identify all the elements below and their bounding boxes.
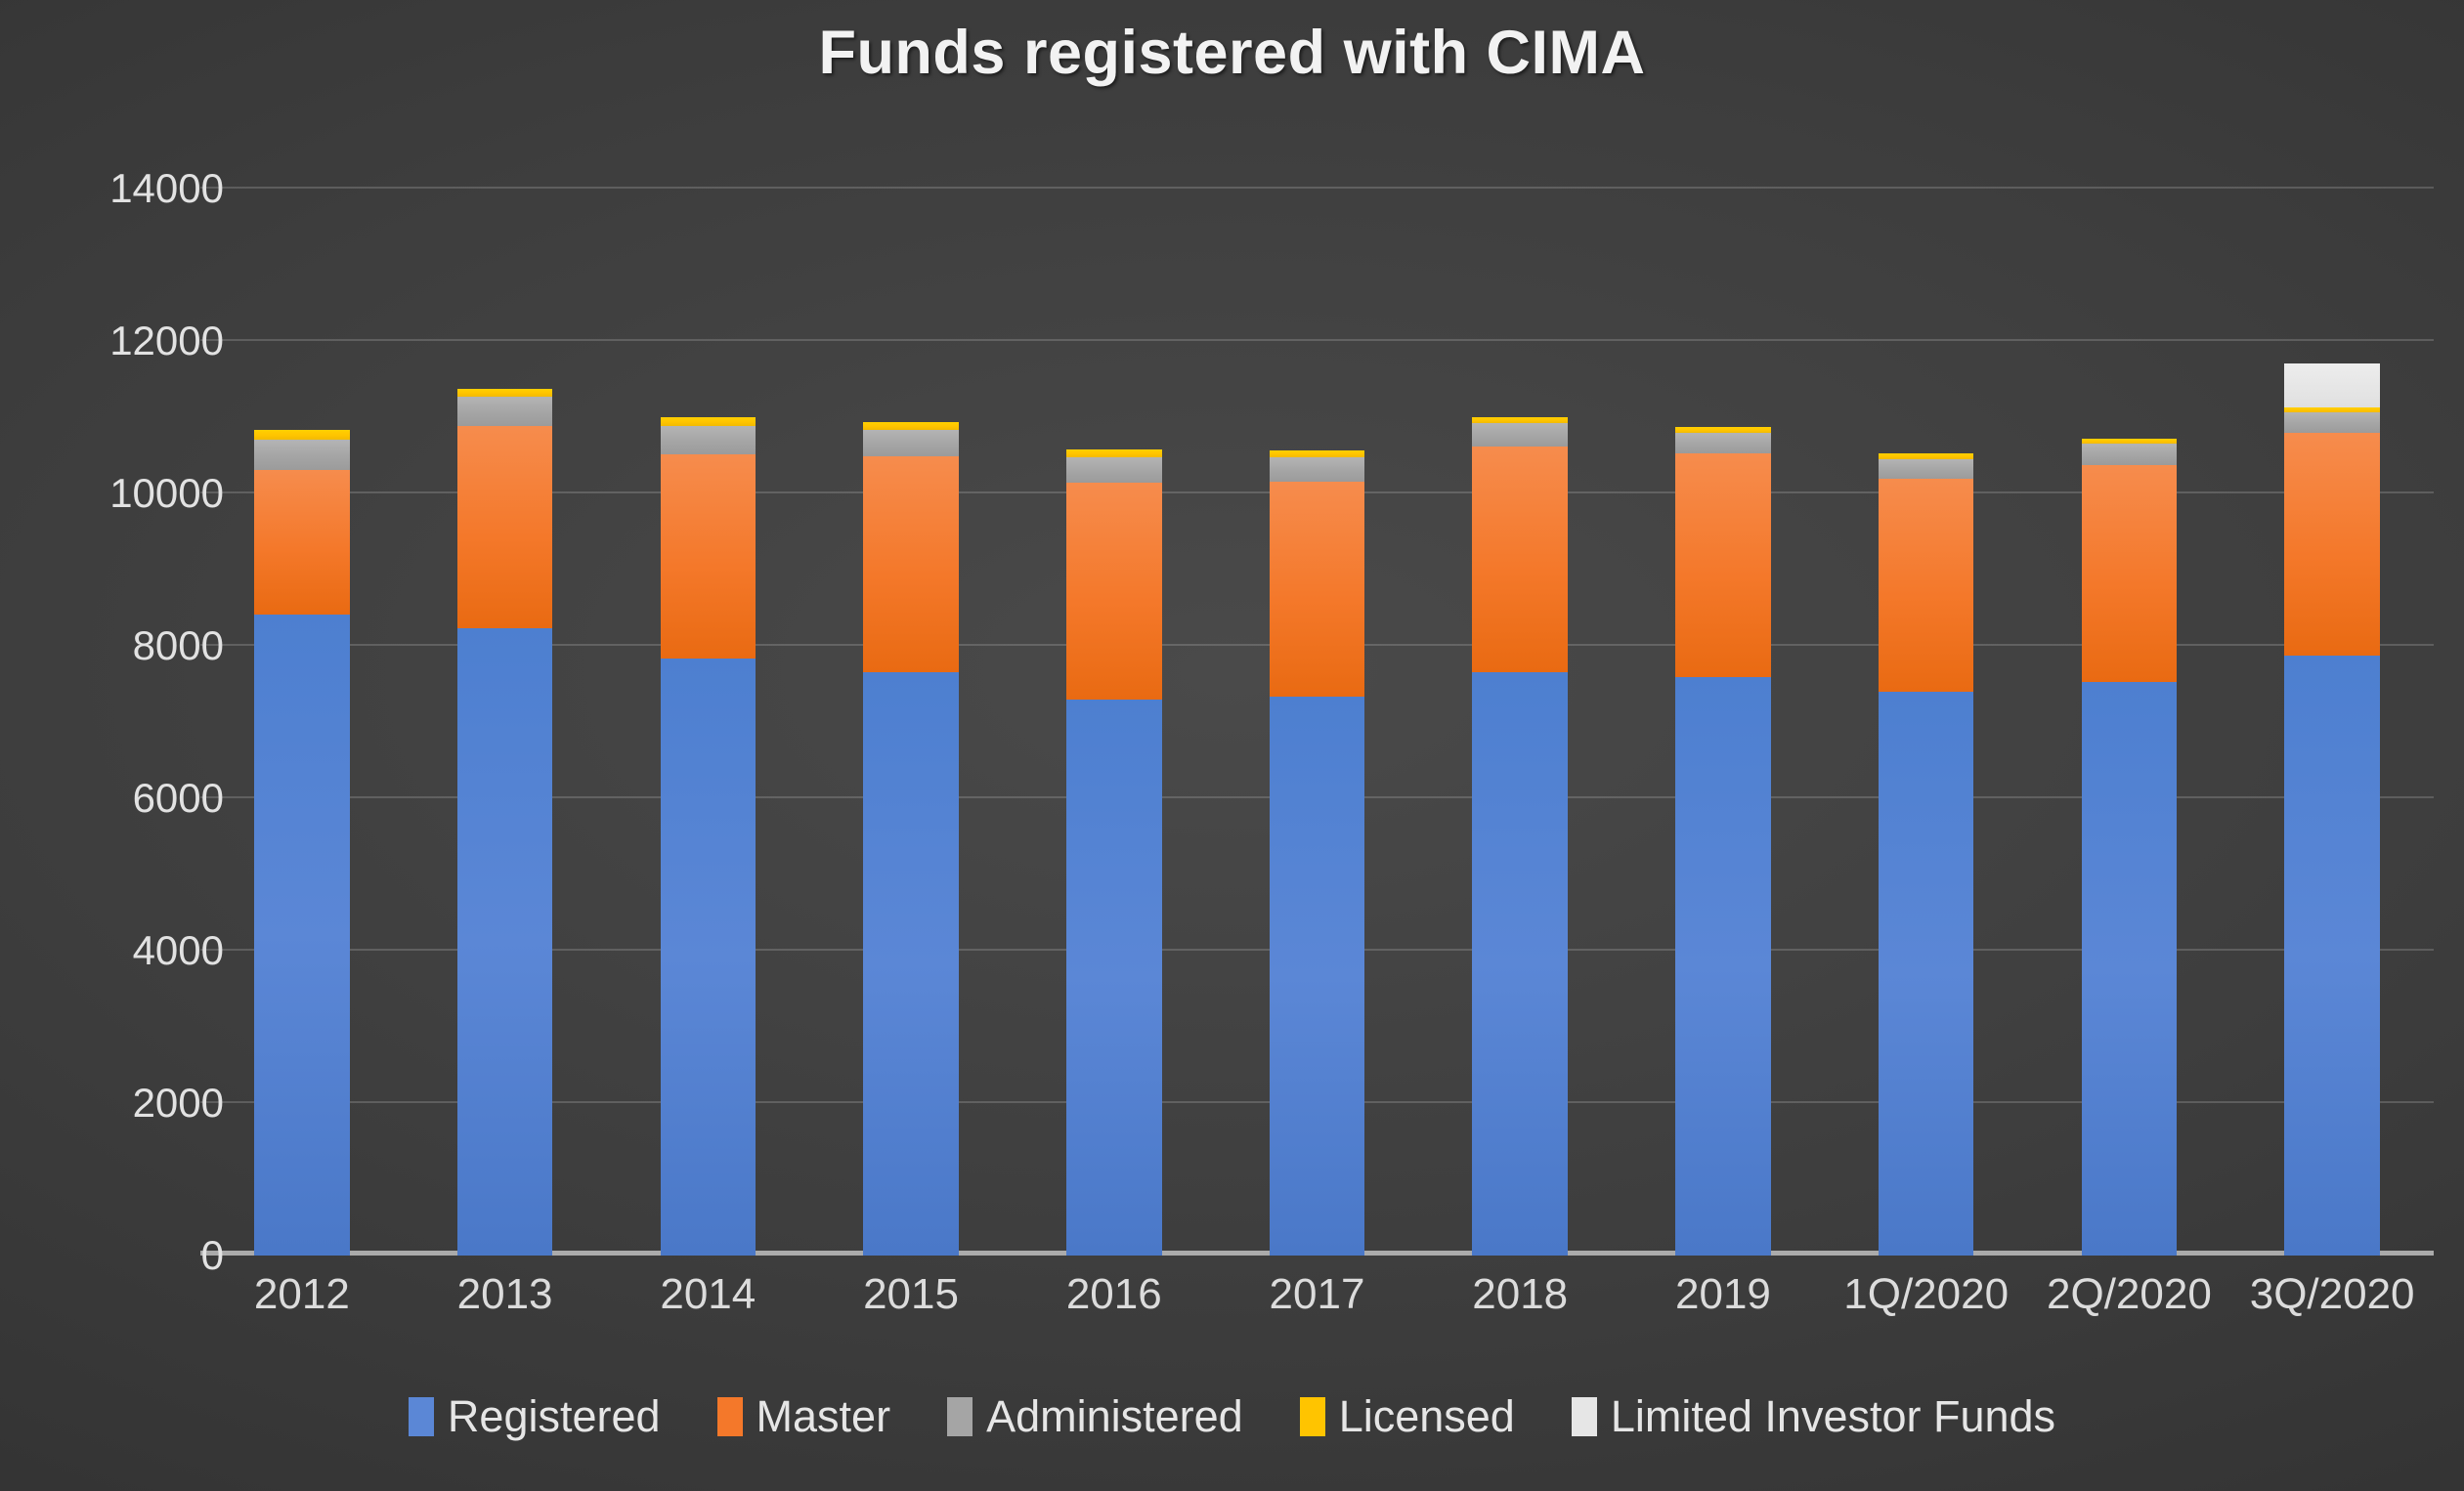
bar-segment-licensed[interactable] xyxy=(1472,417,1569,424)
bar-segment-registered[interactable] xyxy=(1675,676,1771,1256)
bar-segment-registered[interactable] xyxy=(1065,699,1162,1256)
bar-segment-master[interactable] xyxy=(2284,433,2380,657)
bar-segment-administered[interactable] xyxy=(1878,458,1974,480)
bar-segment-registered[interactable] xyxy=(456,628,553,1256)
bar-segment-administered[interactable] xyxy=(1472,423,1569,447)
y-axis-tick-label: 2000 xyxy=(132,1080,224,1126)
legend-item[interactable]: Licensed xyxy=(1299,1391,1515,1442)
plot-area xyxy=(200,187,2434,1256)
bar-segment-registered[interactable] xyxy=(2081,681,2178,1256)
bar-segment-registered[interactable] xyxy=(254,615,350,1256)
legend-label: Administered xyxy=(986,1391,1243,1441)
bar-segment-registered[interactable] xyxy=(1878,691,1974,1256)
bar-segment-licensed[interactable] xyxy=(456,389,553,397)
bar-column[interactable] xyxy=(1878,453,1974,1256)
x-axis-tick-label: 2016 xyxy=(1065,1270,1162,1318)
chart-title: Funds registered with CIMA xyxy=(818,19,1646,87)
bar-segment-master[interactable] xyxy=(1675,453,1771,677)
bar-segment-licensed[interactable] xyxy=(254,429,350,440)
bar-segment-licensed[interactable] xyxy=(2081,438,2178,445)
legend-swatch-icon xyxy=(1571,1397,1597,1436)
x-axis-tick-label: 2017 xyxy=(1269,1270,1365,1318)
bar-column[interactable] xyxy=(456,389,553,1256)
y-axis-tick-label: 10000 xyxy=(109,470,224,516)
y-axis-tick-label: 6000 xyxy=(132,775,224,821)
bar-segment-licensed[interactable] xyxy=(1675,427,1771,433)
x-axis-tick-label: 2019 xyxy=(1675,1270,1771,1318)
bar-segment-administered[interactable] xyxy=(863,430,959,456)
bar-segment-master[interactable] xyxy=(254,469,350,616)
legend-label: Registered xyxy=(447,1391,661,1441)
bars-layer xyxy=(200,189,2434,1256)
bar-segment-registered[interactable] xyxy=(1269,697,1365,1256)
bar-segment-registered[interactable] xyxy=(1472,671,1569,1256)
x-axis-tick-label: 2013 xyxy=(456,1270,553,1318)
legend-item[interactable]: Registered xyxy=(408,1391,661,1442)
legend-swatch-icon xyxy=(1299,1397,1325,1436)
x-axis-tick-label: 3Q/2020 xyxy=(2249,1270,2415,1318)
bar-segment-licensed[interactable] xyxy=(1269,449,1365,458)
gridline xyxy=(200,339,2434,341)
bar-segment-administered[interactable] xyxy=(1675,432,1771,454)
legend-swatch-icon xyxy=(408,1397,434,1436)
bar-column[interactable] xyxy=(1472,417,1569,1256)
x-axis-tick-label: 2012 xyxy=(253,1270,350,1318)
bar-segment-master[interactable] xyxy=(863,455,959,673)
bar-segment-master[interactable] xyxy=(1878,479,1974,692)
legend-label: Master xyxy=(756,1391,891,1441)
bar-segment-registered[interactable] xyxy=(863,672,959,1256)
legend-item[interactable]: Limited Investor Funds xyxy=(1571,1391,2056,1442)
legend-item[interactable]: Master xyxy=(716,1391,891,1442)
bar-segment-administered[interactable] xyxy=(254,439,350,470)
legend-swatch-icon xyxy=(947,1397,973,1436)
bar-column[interactable] xyxy=(660,417,756,1256)
bar-column[interactable] xyxy=(2081,438,2178,1256)
bar-segment-master[interactable] xyxy=(1269,481,1365,698)
bar-segment-licensed[interactable] xyxy=(863,421,959,431)
legend-label: Limited Investor Funds xyxy=(1610,1391,2056,1441)
x-axis-tick-label: 2014 xyxy=(660,1270,756,1318)
chart-legend: Registered Master Administered Licensed Limi… xyxy=(0,1391,2464,1442)
legend-label: Licensed xyxy=(1338,1391,1515,1441)
y-axis-tick-label: 8000 xyxy=(132,622,224,668)
x-axis: 2012 2013 2014 2015 2016 2017 2018 2019 1Q/2020 2… xyxy=(200,1270,2434,1339)
x-axis-tick-label: 2Q/2020 xyxy=(2047,1270,2212,1318)
bar-segment-licensed[interactable] xyxy=(660,417,756,427)
bar-segment-master[interactable] xyxy=(660,454,756,660)
y-axis-tick-label: 14000 xyxy=(109,165,224,211)
bar-segment-administered[interactable] xyxy=(660,426,756,455)
x-axis-tick-label: 2018 xyxy=(1472,1270,1569,1318)
y-axis-tick-label: 4000 xyxy=(132,927,224,973)
bar-column[interactable] xyxy=(2284,363,2380,1256)
bar-segment-master[interactable] xyxy=(456,425,553,629)
bar-segment-administered[interactable] xyxy=(1065,456,1162,484)
bar-segment-licensed[interactable] xyxy=(2284,406,2380,413)
bar-column[interactable] xyxy=(1269,449,1365,1256)
bar-column[interactable] xyxy=(1675,427,1771,1256)
y-axis-tick-label: 12000 xyxy=(109,318,224,363)
bar-segment-master[interactable] xyxy=(1472,446,1569,672)
bar-segment-administered[interactable] xyxy=(456,396,553,426)
bar-column[interactable] xyxy=(1065,448,1162,1256)
bar-segment-administered[interactable] xyxy=(2284,412,2380,434)
bar-segment-administered[interactable] xyxy=(1269,457,1365,482)
legend-swatch-icon xyxy=(716,1397,743,1436)
legend-item[interactable]: Administered xyxy=(947,1391,1243,1442)
bar-segment-licensed[interactable] xyxy=(1065,448,1162,457)
bar-column[interactable] xyxy=(863,421,959,1256)
gridline xyxy=(200,187,2434,189)
bar-segment-registered[interactable] xyxy=(2284,656,2380,1256)
bar-segment-registered[interactable] xyxy=(660,659,756,1256)
x-axis-tick-label: 2015 xyxy=(863,1270,959,1318)
bar-segment-master[interactable] xyxy=(2081,465,2178,682)
y-axis-tick-label: 0 xyxy=(200,1232,224,1278)
bar-segment-limited-investor-funds[interactable] xyxy=(2284,363,2380,407)
bar-segment-administered[interactable] xyxy=(2081,444,2178,466)
bar-column[interactable] xyxy=(254,429,350,1256)
x-axis-tick-label: 1Q/2020 xyxy=(1843,1270,2010,1318)
bar-segment-master[interactable] xyxy=(1065,483,1162,700)
bar-segment-licensed[interactable] xyxy=(1878,453,1974,459)
